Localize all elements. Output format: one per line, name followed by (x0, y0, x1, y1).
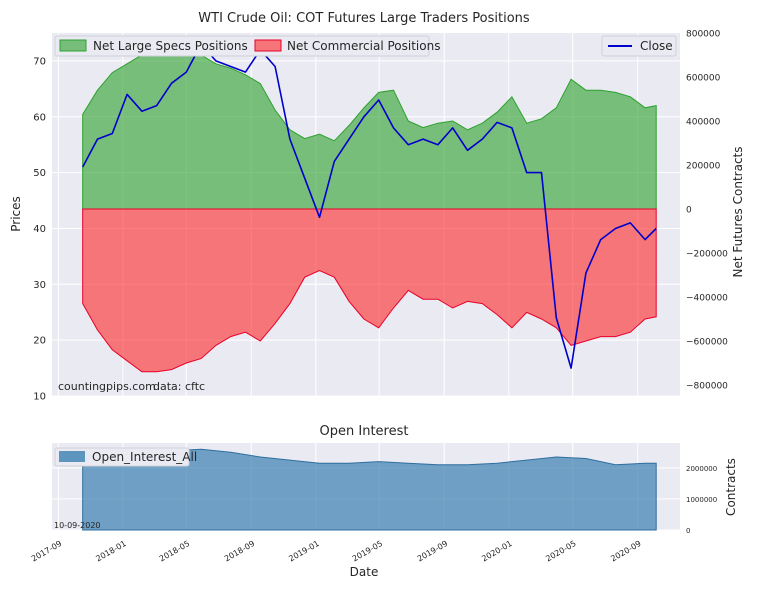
x-tick-label: 2017-09 (30, 539, 63, 564)
right-tick-label: −600000 (686, 338, 728, 348)
left-tick-label: 40 (33, 224, 46, 235)
top-right-axis-label: Net Futures Contracts (731, 146, 745, 277)
right-tick-label: 800000 (686, 30, 721, 40)
top-right-axis-ticks: −800000 −600000 −400000 −200000 0 200000 40000… (686, 30, 728, 392)
x-tick-label: 2020-01 (480, 539, 513, 564)
net-commercial-area (82, 208, 657, 373)
x-tick-label: 2020-05 (544, 539, 577, 564)
bottom-chart-title: Open Interest (320, 424, 409, 439)
legend-commercial-swatch (254, 39, 282, 52)
legend-oi-label: Open_Interest_All (92, 450, 197, 464)
bottom-right-axis-ticks: 0 1000000 2000000 (686, 465, 717, 535)
x-tick-label: 2020-09 (609, 539, 642, 564)
right-tick-label: 600000 (686, 74, 721, 84)
source-annotation: countingpips.com (58, 380, 156, 393)
right-tick-label: 400000 (686, 118, 721, 128)
x-tick-label: 2018-05 (158, 539, 191, 564)
legend-specs-swatch (59, 39, 87, 52)
left-tick-label: 50 (33, 168, 46, 179)
legend-close-label: Close (640, 39, 673, 53)
bottom-right-tick-label: 1000000 (686, 496, 717, 504)
bottom-right-axis-label: Contracts (724, 458, 738, 516)
x-tick-label: 2018-09 (223, 539, 256, 564)
bottom-right-tick-label: 0 (686, 527, 690, 535)
top-left-axis-label: Prices (9, 196, 23, 232)
legend-commercial-label: Net Commercial Positions (287, 39, 440, 53)
left-tick-label: 10 (33, 392, 46, 403)
x-tick-label: 2019-05 (351, 539, 384, 564)
data-annotation: data: cftc (153, 380, 205, 393)
left-tick-label: 70 (33, 56, 46, 67)
top-legend-right: Close (601, 35, 677, 57)
right-tick-label: 200000 (686, 162, 721, 172)
legend-oi-swatch (59, 451, 85, 462)
x-axis-label: Date (350, 565, 379, 579)
x-axis-ticks: 2017-09 2018-01 2018-05 2018-09 2019-01 2019-… (30, 539, 643, 564)
date-annotation: 10-09-2020 (54, 521, 101, 530)
x-tick-label: 2019-01 (287, 539, 320, 564)
x-tick-label: 2019-09 (416, 539, 449, 564)
right-tick-label: 0 (686, 206, 692, 216)
x-tick-label: 2018-01 (94, 539, 127, 564)
left-tick-label: 60 (33, 112, 46, 123)
bottom-legend: Open_Interest_All (54, 447, 197, 467)
legend-specs-label: Net Large Specs Positions (93, 39, 248, 53)
left-tick-label: 30 (33, 280, 46, 291)
top-left-axis-ticks: 10 20 30 40 50 60 70 (33, 56, 46, 402)
right-tick-label: −200000 (686, 250, 728, 260)
close-price-line (81, 43, 657, 369)
top-chart-title: WTI Crude Oil: COT Futures Large Traders… (198, 11, 530, 26)
right-tick-label: −400000 (686, 294, 728, 304)
bottom-right-tick-label: 2000000 (686, 465, 717, 473)
right-tick-label: −800000 (686, 382, 728, 392)
top-legend-left: Net Large Specs Positions Net Commercial… (54, 35, 440, 57)
left-tick-label: 20 (33, 336, 46, 347)
